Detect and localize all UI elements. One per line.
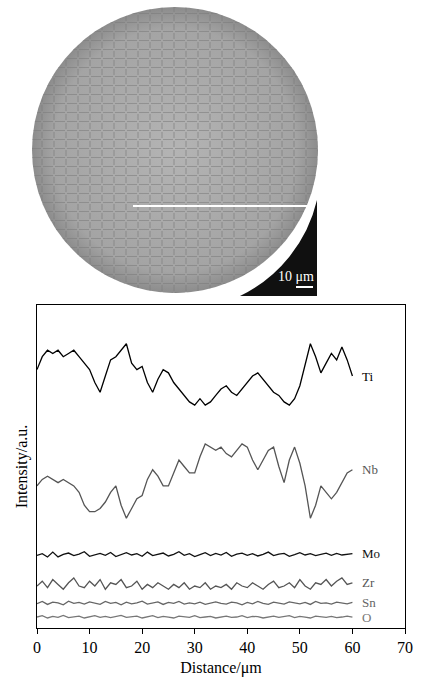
svg-text:Zr: Zr <box>362 575 375 590</box>
svg-text:10 μm: 10 μm <box>278 269 314 284</box>
svg-text:0: 0 <box>33 639 41 656</box>
svg-text:Ti: Ti <box>362 369 373 384</box>
svg-text:Nb: Nb <box>362 462 378 477</box>
svg-text:O: O <box>362 610 371 625</box>
svg-text:Sn: Sn <box>362 595 376 610</box>
svg-text:50: 50 <box>292 639 308 656</box>
svg-text:Distance/μm: Distance/μm <box>180 659 262 677</box>
svg-text:70: 70 <box>397 639 413 656</box>
svg-text:10: 10 <box>82 639 98 656</box>
svg-text:40: 40 <box>239 639 255 656</box>
svg-text:Mo: Mo <box>362 546 380 561</box>
svg-text:Intensity/a.u.: Intensity/a.u. <box>13 425 31 509</box>
svg-text:60: 60 <box>344 639 360 656</box>
svg-text:20: 20 <box>134 639 150 656</box>
svg-text:30: 30 <box>187 639 203 656</box>
